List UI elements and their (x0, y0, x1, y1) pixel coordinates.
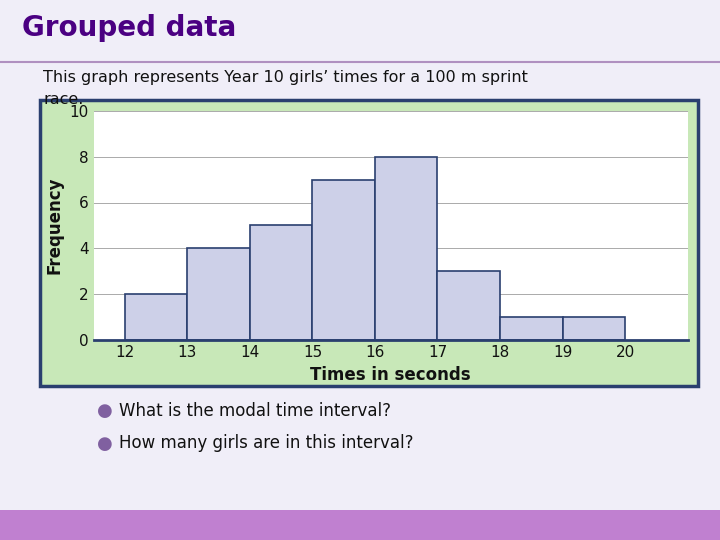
Bar (500, 317, 562, 340)
Y-axis label: Frequency: Frequency (46, 177, 64, 274)
Text: race.: race. (43, 92, 84, 107)
Text: ●: ● (97, 402, 113, 420)
Bar (375, 157, 438, 340)
Bar (438, 271, 500, 340)
Bar (125, 294, 187, 340)
Text: © Boardworks Ltd 2005: © Boardworks Ltd 2005 (539, 518, 706, 531)
Text: How many girls are in this interval?: How many girls are in this interval? (119, 434, 413, 452)
Text: 10 of 49: 10 of 49 (14, 518, 72, 531)
Text: ●: ● (97, 435, 113, 453)
Text: What is the modal time interval?: What is the modal time interval? (119, 402, 391, 420)
Bar (312, 179, 375, 340)
Bar (187, 248, 250, 340)
Text: This graph represents Year 10 girls’ times for a 100 m sprint: This graph represents Year 10 girls’ tim… (43, 70, 528, 85)
Bar (250, 226, 312, 340)
Bar (562, 317, 625, 340)
X-axis label: Times in seconds: Times in seconds (310, 366, 471, 383)
Text: Grouped data: Grouped data (22, 14, 236, 42)
